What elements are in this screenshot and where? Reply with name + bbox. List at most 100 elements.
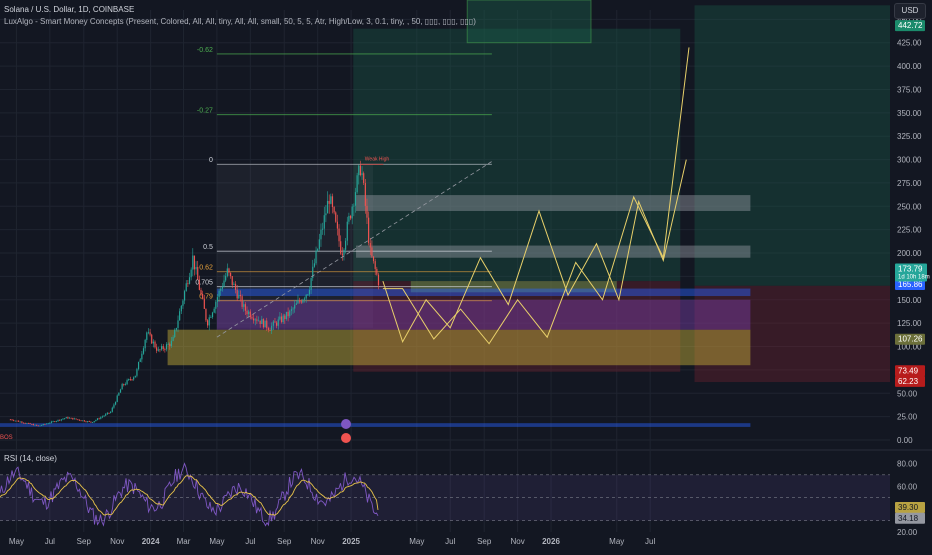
fib-label: -0.62 [197, 47, 213, 54]
candle-body [210, 317, 212, 318]
candle-body [174, 329, 176, 338]
candle-body [105, 414, 107, 416]
candle-body [18, 420, 20, 422]
candle-body [156, 347, 158, 351]
candle-body [285, 311, 288, 320]
candle-body [179, 311, 181, 321]
stop-zone-right[interactable] [694, 285, 890, 383]
candle-body [343, 249, 345, 256]
candle-body [64, 418, 66, 420]
candle-body [271, 325, 273, 331]
candle-body [308, 289, 311, 295]
candle-body [318, 239, 320, 249]
x-tick-label: Jul [45, 537, 55, 546]
candle-body [348, 216, 350, 222]
x-tick-label: 2024 [142, 537, 160, 546]
projection-path-2[interactable] [382, 47, 690, 345]
target-box-top[interactable] [466, 0, 592, 44]
candle-body [349, 216, 352, 219]
candle-body [83, 420, 85, 422]
candle-body [335, 212, 337, 222]
candle-body [44, 424, 46, 425]
x-tick-label: May [209, 537, 224, 546]
candle-body [363, 173, 365, 184]
candle-body [310, 278, 312, 290]
candle-body [202, 294, 204, 299]
candle-body [249, 311, 251, 318]
bottom-blue-line[interactable] [0, 423, 751, 427]
price-label: 165.86 [898, 280, 923, 289]
candle-body [39, 425, 41, 427]
fib-label: -0.27 [197, 108, 213, 115]
blue-zone[interactable] [216, 288, 751, 297]
candle-body [78, 419, 81, 421]
candle-body [128, 379, 130, 381]
support-zone-yellow[interactable] [167, 329, 751, 366]
candle-body [368, 217, 370, 244]
candle-body [185, 283, 187, 292]
candle-body [358, 165, 360, 176]
x-tick-label: Nov [110, 537, 124, 546]
candle-body [68, 417, 71, 419]
candle-body [165, 344, 168, 350]
event-icon-1[interactable] [341, 419, 351, 429]
chart-header: Solana / U.S. Dollar, 1D, COINBASE LuxAl… [4, 4, 476, 28]
candle-body [72, 417, 74, 420]
candle-body [113, 404, 115, 408]
resistance-zone-top[interactable] [356, 195, 751, 211]
candle-body [354, 192, 357, 206]
candle-body [75, 418, 77, 420]
price-label-box [895, 365, 925, 377]
candle-body [70, 417, 72, 419]
candle-body [317, 248, 319, 251]
x-tick-label: 2026 [542, 537, 560, 546]
candle-body [259, 320, 261, 324]
candle-body [187, 283, 189, 285]
candle-body [169, 343, 171, 347]
y-tick-label: 350.00 [897, 109, 922, 118]
target-zone-left[interactable] [353, 28, 681, 282]
y-tick-label: 150.00 [897, 296, 922, 305]
candle-body [177, 320, 179, 328]
y-tick-label: 125.00 [897, 319, 922, 328]
candle-body [121, 384, 123, 390]
candle-body [29, 423, 31, 425]
fib-label: 0.5 [203, 244, 213, 251]
candle-body [262, 319, 265, 328]
purple-zone[interactable] [216, 299, 751, 330]
zones [0, 195, 751, 427]
candle-body [241, 296, 243, 307]
candle-body [147, 332, 150, 334]
candle-body [341, 253, 343, 256]
rsi-last-label: 39.30 [898, 503, 919, 512]
candle-body [364, 183, 366, 206]
rsi-title[interactable]: RSI (14, close) [4, 454, 57, 463]
rsi-y-tick-label: 80.00 [897, 459, 918, 468]
candle-body [244, 304, 246, 311]
candle-body [254, 319, 256, 321]
rsi-y-tick-label: 20.00 [897, 528, 918, 537]
candle-body [162, 346, 164, 350]
price-label-box [895, 333, 925, 345]
candle-body [195, 267, 197, 270]
candle-body [330, 196, 332, 204]
candle-body [123, 384, 125, 385]
event-icon-2[interactable] [341, 433, 351, 443]
projection-path-1[interactable] [382, 159, 687, 344]
currency-button[interactable]: USD [894, 3, 926, 19]
target-zone-right[interactable] [694, 5, 890, 286]
candle-body [90, 421, 92, 423]
candle-body [277, 319, 279, 326]
trend-line[interactable] [216, 161, 493, 338]
y-tick-label: 225.00 [897, 226, 922, 235]
candle-body [198, 279, 200, 290]
candle-body [220, 288, 222, 291]
candle-body [226, 268, 228, 276]
candle-body [372, 256, 375, 262]
candle-body [182, 300, 184, 306]
indicator-legend[interactable]: LuxAlgo - Smart Money Concepts (Present,… [4, 17, 476, 26]
candle-body [167, 343, 169, 345]
candle-body [118, 392, 120, 396]
